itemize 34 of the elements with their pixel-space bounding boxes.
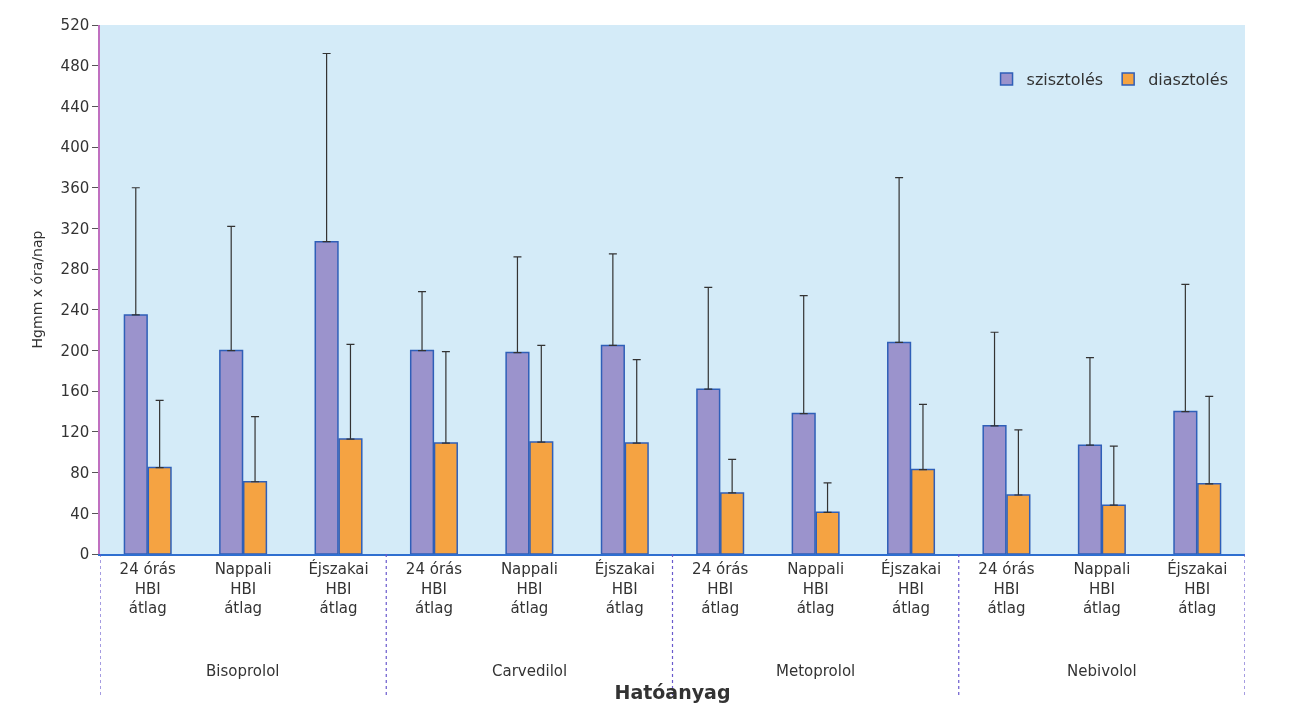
x-axis-title: Hatóanyag [614,681,731,704]
y-tick-label: 520 [60,16,90,35]
x-tick-label: 24 órás HBI átlag [978,560,1035,617]
x-tick-label: Nappali HBI átlag [787,560,845,617]
x-tick-label: 24 órás HBI átlag [119,560,176,617]
y-tick-label: 80 [70,463,90,482]
x-tick-label: Éjszakai HBI átlag [308,559,369,617]
y-tick-label: 200 [60,341,90,360]
y-tick-label: 480 [60,56,90,75]
y-tick-label: 440 [60,97,90,116]
x-tick-label: Nappali HBI átlag [214,560,272,617]
legend-label: szisztolés [1026,70,1104,90]
x-tick-label: Nappali HBI átlag [500,560,558,617]
x-tick-label: Éjszakai HBI átlag [1167,559,1228,617]
y-axis-title: Hgmm x óra/nap [28,230,45,349]
legend-label: diasztolés [1148,70,1228,90]
x-tick-label: 24 órás HBI átlag [405,560,463,617]
y-tick-label: 280 [60,260,90,279]
y-tick-label: 160 [60,382,90,401]
text: Bisoprolol [206,662,280,680]
text: Nebivolol [1067,662,1137,680]
x-tick-label: 24 órás HBI átlag [692,560,749,617]
y-tick-label: 400 [60,138,90,157]
x-tick-label: Nappali HBI átlag [1073,560,1131,617]
x-tick-label: Éjszakai HBI átlag [594,559,655,617]
y-tick-label: 120 [60,423,90,442]
text: Carvedilol [492,662,568,680]
y-tick-label: 40 [70,504,90,523]
text: Metoprolol [776,662,856,680]
y-tick-label: 320 [60,219,90,238]
y-tick-label: 360 [60,179,90,198]
y-tick-label: 0 [79,545,90,564]
y-tick-label: 240 [60,301,90,320]
x-tick-label: Éjszakai HBI átlag [880,559,942,617]
